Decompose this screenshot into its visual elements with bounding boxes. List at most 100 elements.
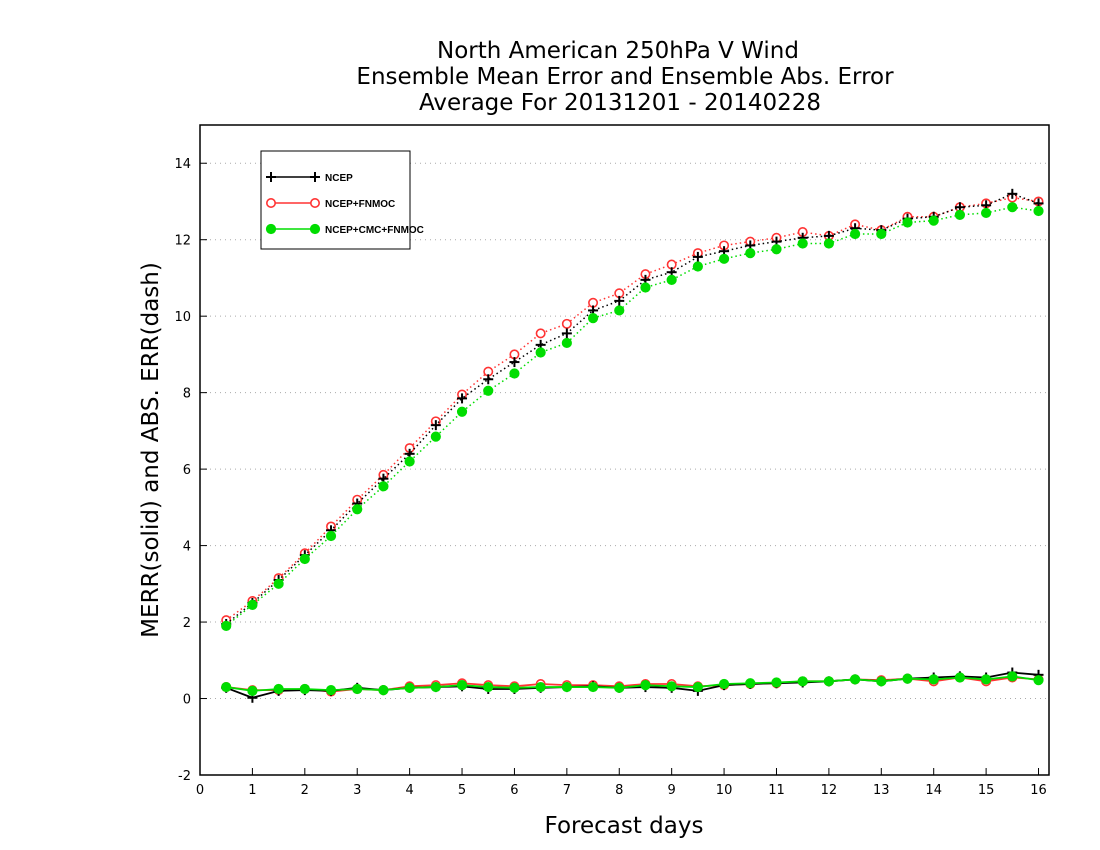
x-tick-label: 8 xyxy=(615,783,623,798)
merr-point xyxy=(378,685,389,696)
abs-err-point xyxy=(221,620,232,631)
merr-point xyxy=(666,681,677,692)
abs-err-point xyxy=(483,385,494,396)
abs-err-point xyxy=(692,261,703,272)
abs-err-point xyxy=(535,347,546,358)
abs-err-point xyxy=(378,481,389,492)
x-tick-label: 1 xyxy=(248,783,256,798)
abs-err-point xyxy=(587,312,599,324)
legend-label: NCEP+FNMOC xyxy=(325,199,395,210)
y-tick-label: 0 xyxy=(183,693,191,708)
legend-item: NCEP+CMC+FNMOC xyxy=(265,223,424,236)
x-tick-label: 16 xyxy=(1030,783,1047,798)
y-tick-label: 12 xyxy=(174,234,191,249)
merr-point xyxy=(640,680,651,691)
abs-err-point xyxy=(1007,188,1018,199)
merr-point xyxy=(876,676,887,687)
abs-err-point xyxy=(771,244,782,255)
legend-marker-right xyxy=(310,172,320,182)
x-tick-label: 14 xyxy=(925,783,942,798)
merr-point xyxy=(404,682,415,693)
legend: NCEP NCEP+FNMOC NCEP+CMC+FNMOC xyxy=(260,150,424,250)
y-tick-label: 6 xyxy=(183,463,191,478)
title-line-2: Ensemble Mean Error and Ensemble Abs. Er… xyxy=(356,64,894,90)
chart-title: North American 250hPa V Wind Ensemble Me… xyxy=(356,38,894,116)
abs-err-point xyxy=(352,504,363,515)
abs-err-line xyxy=(225,196,1039,621)
x-tick-label: 3 xyxy=(353,783,361,798)
merr-point xyxy=(981,674,992,685)
legend-box xyxy=(260,150,411,250)
series-ncep-fnmoc xyxy=(221,192,1044,697)
abs-err-point xyxy=(430,420,441,431)
abs-err-point xyxy=(876,228,887,240)
abs-err-point xyxy=(1007,202,1018,213)
y-axis: -2 0 2 4 6 8 10 12 14 xyxy=(174,157,207,784)
merr-point xyxy=(902,673,913,684)
abs-err-point xyxy=(640,282,651,293)
x-axis-label: Forecast days xyxy=(545,813,704,839)
merr-point xyxy=(221,681,232,693)
merr-point xyxy=(430,681,441,693)
merr-point xyxy=(797,676,808,687)
legend-item: NCEP xyxy=(266,172,353,184)
merr-point xyxy=(561,681,572,693)
grid xyxy=(200,162,1049,776)
y-tick-label: 10 xyxy=(174,310,191,325)
legend-label: NCEP xyxy=(325,173,353,184)
merr-point xyxy=(587,681,599,693)
abs-err-point xyxy=(561,337,572,349)
title-line-1: North American 250hPa V Wind xyxy=(437,38,799,64)
merr-point xyxy=(325,685,337,696)
merr-point xyxy=(718,678,730,690)
merr-point xyxy=(483,681,494,693)
abs-err-line xyxy=(225,206,1039,627)
abs-err-point xyxy=(1033,205,1044,217)
abs-err-point xyxy=(561,318,572,329)
abs-err-point xyxy=(456,406,468,417)
legend-item: NCEP+FNMOC xyxy=(265,198,395,210)
legend-marker-right xyxy=(309,198,320,209)
series-ncep xyxy=(221,188,1044,703)
x-tick-label: 7 xyxy=(563,783,571,798)
abs-err-point xyxy=(745,247,756,259)
merr-point xyxy=(928,674,939,685)
title-line-3: Average For 20131201 - 20140228 xyxy=(419,90,821,116)
abs-err-point xyxy=(718,253,730,264)
x-axis: 0 1 2 3 4 5 6 7 8 9 10 11 12 13 14 15 16 xyxy=(196,768,1047,798)
abs-err-point xyxy=(483,374,494,385)
merr-point xyxy=(1007,671,1018,682)
legend-marker-right xyxy=(309,223,321,235)
abs-err-point xyxy=(692,251,703,262)
abs-err-point xyxy=(273,578,284,589)
abs-err-point xyxy=(325,530,337,542)
y-tick-label: 14 xyxy=(174,157,191,172)
merr-point xyxy=(849,674,861,685)
merr-point xyxy=(456,680,468,691)
x-tick-label: 0 xyxy=(196,783,204,798)
legend-marker-left xyxy=(266,172,276,182)
merr-point xyxy=(692,681,703,693)
x-tick-label: 12 xyxy=(821,783,838,798)
abs-err-point xyxy=(535,328,546,339)
x-tick-label: 11 xyxy=(768,783,785,798)
merr-point xyxy=(614,682,625,693)
x-tick-label: 13 xyxy=(873,783,890,798)
merr-point xyxy=(299,683,310,695)
y-tick-label: -2 xyxy=(178,769,191,784)
merr-point xyxy=(745,678,756,689)
x-tick-label: 5 xyxy=(458,783,466,798)
abs-err-point xyxy=(430,431,441,442)
x-tick-label: 6 xyxy=(510,783,518,798)
x-tick-label: 9 xyxy=(668,783,676,798)
merr-line xyxy=(226,675,1039,692)
y-tick-label: 4 xyxy=(183,540,191,555)
abs-err-point xyxy=(457,393,468,404)
merr-point xyxy=(1033,675,1044,686)
abs-err-point xyxy=(614,295,625,306)
y-tick-label: 8 xyxy=(183,387,191,402)
abs-err-point xyxy=(509,368,520,379)
abs-err-point xyxy=(247,599,258,610)
series-layer xyxy=(221,188,1044,703)
abs-err-point xyxy=(509,357,520,368)
